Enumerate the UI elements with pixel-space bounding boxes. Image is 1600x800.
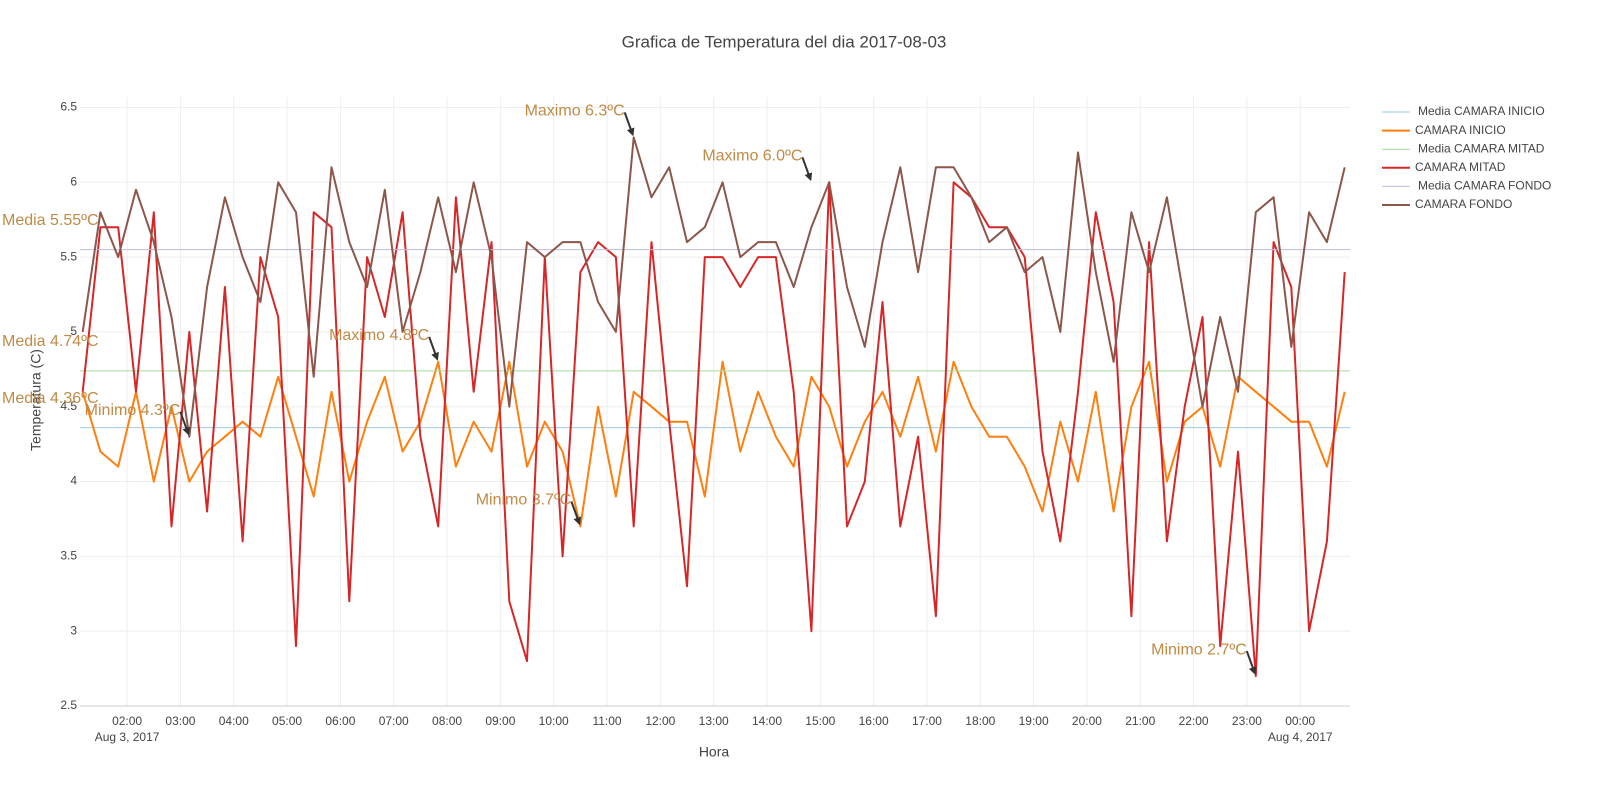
x-tick-label: 13:00 xyxy=(699,714,729,728)
annotation: Maximo 4.8ºC xyxy=(329,327,429,344)
x-tick-label: 17:00 xyxy=(912,714,942,728)
y-tick-label: 2.5 xyxy=(60,698,77,712)
annotation-arrow xyxy=(428,336,439,361)
x-tick-label: 14:00 xyxy=(752,714,782,728)
y-tick-label: 4.5 xyxy=(60,399,77,413)
data-line xyxy=(81,181,1346,678)
annotation-arrow xyxy=(570,501,582,526)
y-tick-label: 5 xyxy=(70,324,77,338)
x-tick-label: 09:00 xyxy=(485,714,515,728)
x-tick-label: 05:00 xyxy=(272,714,302,728)
x-date-label: Aug 4, 2017 xyxy=(1268,730,1333,744)
x-tick-label: 07:00 xyxy=(379,714,409,728)
annotation: Maximo 6.3ºC xyxy=(525,103,625,120)
legend-label: CAMARA INICIO xyxy=(1415,123,1506,137)
x-tick-label: 02:00 xyxy=(112,714,142,728)
chart-title: Grafica de Temperatura del dia 2017-08-0… xyxy=(622,32,947,51)
annotation-arrow xyxy=(179,411,191,436)
x-tick-label: 15:00 xyxy=(805,714,835,728)
x-tick-label: 20:00 xyxy=(1072,714,1102,728)
annotation: Media 4.74ºC xyxy=(2,333,99,350)
annotation-arrow xyxy=(801,156,813,182)
legend-label: CAMARA MITAD xyxy=(1415,160,1506,174)
annotation: Minimo 3.7ºC xyxy=(476,492,572,509)
x-tick-label: 21:00 xyxy=(1125,714,1155,728)
legend-label: CAMARA FONDO xyxy=(1415,197,1512,211)
y-axis-title: Temperatura (C) xyxy=(28,349,44,451)
y-tick-label: 4 xyxy=(70,474,77,488)
x-tick-label: 12:00 xyxy=(645,714,675,728)
legend-label: Media CAMARA MITAD xyxy=(1418,141,1545,155)
x-date-label: Aug 3, 2017 xyxy=(95,730,160,744)
annotation: Media 5.55ºC xyxy=(2,212,99,229)
legend-label: Media CAMARA INICIO xyxy=(1418,104,1545,118)
x-tick-label: 16:00 xyxy=(859,714,889,728)
x-axis-title: Hora xyxy=(699,744,730,760)
x-tick-label: 22:00 xyxy=(1179,714,1209,728)
x-tick-label: 11:00 xyxy=(592,714,621,728)
annotation: Media 4.36ºC xyxy=(2,390,99,407)
x-tick-label: 03:00 xyxy=(165,714,195,728)
x-tick-label: 10:00 xyxy=(539,714,569,728)
annotation: Minimo 2.7ºC xyxy=(1151,641,1247,658)
y-tick-label: 6 xyxy=(70,174,77,188)
x-tick-label: 06:00 xyxy=(325,714,355,728)
annotation: Minimo 4.3ºC xyxy=(85,402,181,419)
y-tick-label: 3 xyxy=(70,623,77,637)
annotation-arrow xyxy=(1245,650,1257,675)
annotation-arrow xyxy=(623,112,635,137)
x-tick-label: 19:00 xyxy=(1019,714,1049,728)
x-tick-label: 08:00 xyxy=(432,714,462,728)
x-tick-label: 04:00 xyxy=(219,714,249,728)
y-tick-label: 6.5 xyxy=(60,100,77,114)
data-line xyxy=(81,136,1346,438)
x-tick-label: 23:00 xyxy=(1232,714,1262,728)
annotation: Maximo 6.0ºC xyxy=(702,148,802,165)
legend-label: Media CAMARA FONDO xyxy=(1418,179,1551,193)
y-tick-label: 5.5 xyxy=(60,249,77,263)
x-tick-label: 18:00 xyxy=(965,714,995,728)
y-tick-label: 3.5 xyxy=(60,549,77,563)
data-line xyxy=(81,360,1346,528)
x-tick-label: 00:00 xyxy=(1285,714,1315,728)
